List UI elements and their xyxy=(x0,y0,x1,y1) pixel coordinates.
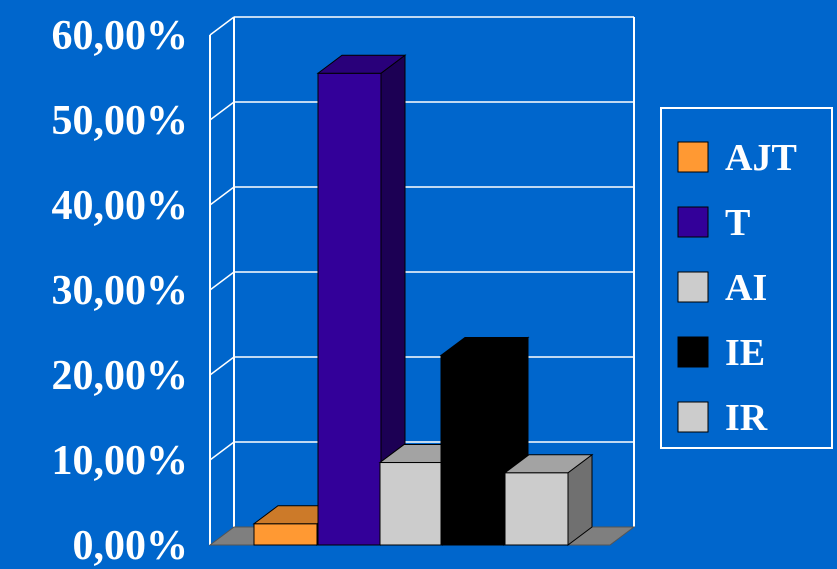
gridline-diagonal xyxy=(209,101,235,121)
bar-t xyxy=(316,54,407,546)
legend-box xyxy=(660,107,833,449)
gridline-diagonal xyxy=(209,186,235,206)
gridline-diagonal xyxy=(209,16,235,36)
y-axis-tick-labels: 0,00% 10,00% 20,00% 30,00% 40,00% 50,00% 60,00… xyxy=(52,13,189,569)
bar-top-face xyxy=(316,54,407,74)
gridlines xyxy=(209,16,634,461)
bar-front-face xyxy=(317,72,382,546)
bars xyxy=(252,54,594,546)
legend-swatch xyxy=(677,401,709,433)
legend-swatch xyxy=(677,271,709,303)
bar-front-face xyxy=(440,354,505,546)
bar-top-face xyxy=(503,454,594,474)
bar-front-face xyxy=(504,472,569,546)
legend-item-ie: IE xyxy=(677,332,765,374)
y-tick-label: 0,00% xyxy=(73,523,189,569)
legend: AJT T AI IE IR xyxy=(660,107,833,449)
y-tick-label: 40,00% xyxy=(52,183,189,229)
bar-top-face xyxy=(439,336,530,356)
gridline-diagonal xyxy=(209,441,235,461)
y-tick-label: 10,00% xyxy=(52,438,189,484)
gridline-diagonal xyxy=(209,271,235,291)
y-tick-label: 30,00% xyxy=(52,268,189,314)
legend-label: AI xyxy=(725,267,767,309)
legend-label: T xyxy=(725,202,750,244)
legend-item-ajt: AJT xyxy=(677,137,797,179)
bar-front-face xyxy=(253,523,318,546)
legend-label: AJT xyxy=(725,137,797,179)
legend-label: IE xyxy=(725,332,765,374)
bar-front-face xyxy=(379,462,444,546)
gridline-diagonal xyxy=(209,356,235,376)
y-tick-label: 50,00% xyxy=(52,98,189,144)
y-tick-label: 20,00% xyxy=(52,353,189,399)
legend-label: IR xyxy=(725,397,768,439)
legend-swatch xyxy=(677,206,709,238)
legend-item-t: T xyxy=(677,202,750,244)
legend-swatch xyxy=(677,336,709,368)
y-tick-label: 60,00% xyxy=(52,13,189,59)
legend-swatch xyxy=(677,141,709,173)
legend-item-ai: AI xyxy=(677,267,767,309)
bar-ir xyxy=(503,453,594,546)
legend-item-ir: IR xyxy=(677,397,768,439)
